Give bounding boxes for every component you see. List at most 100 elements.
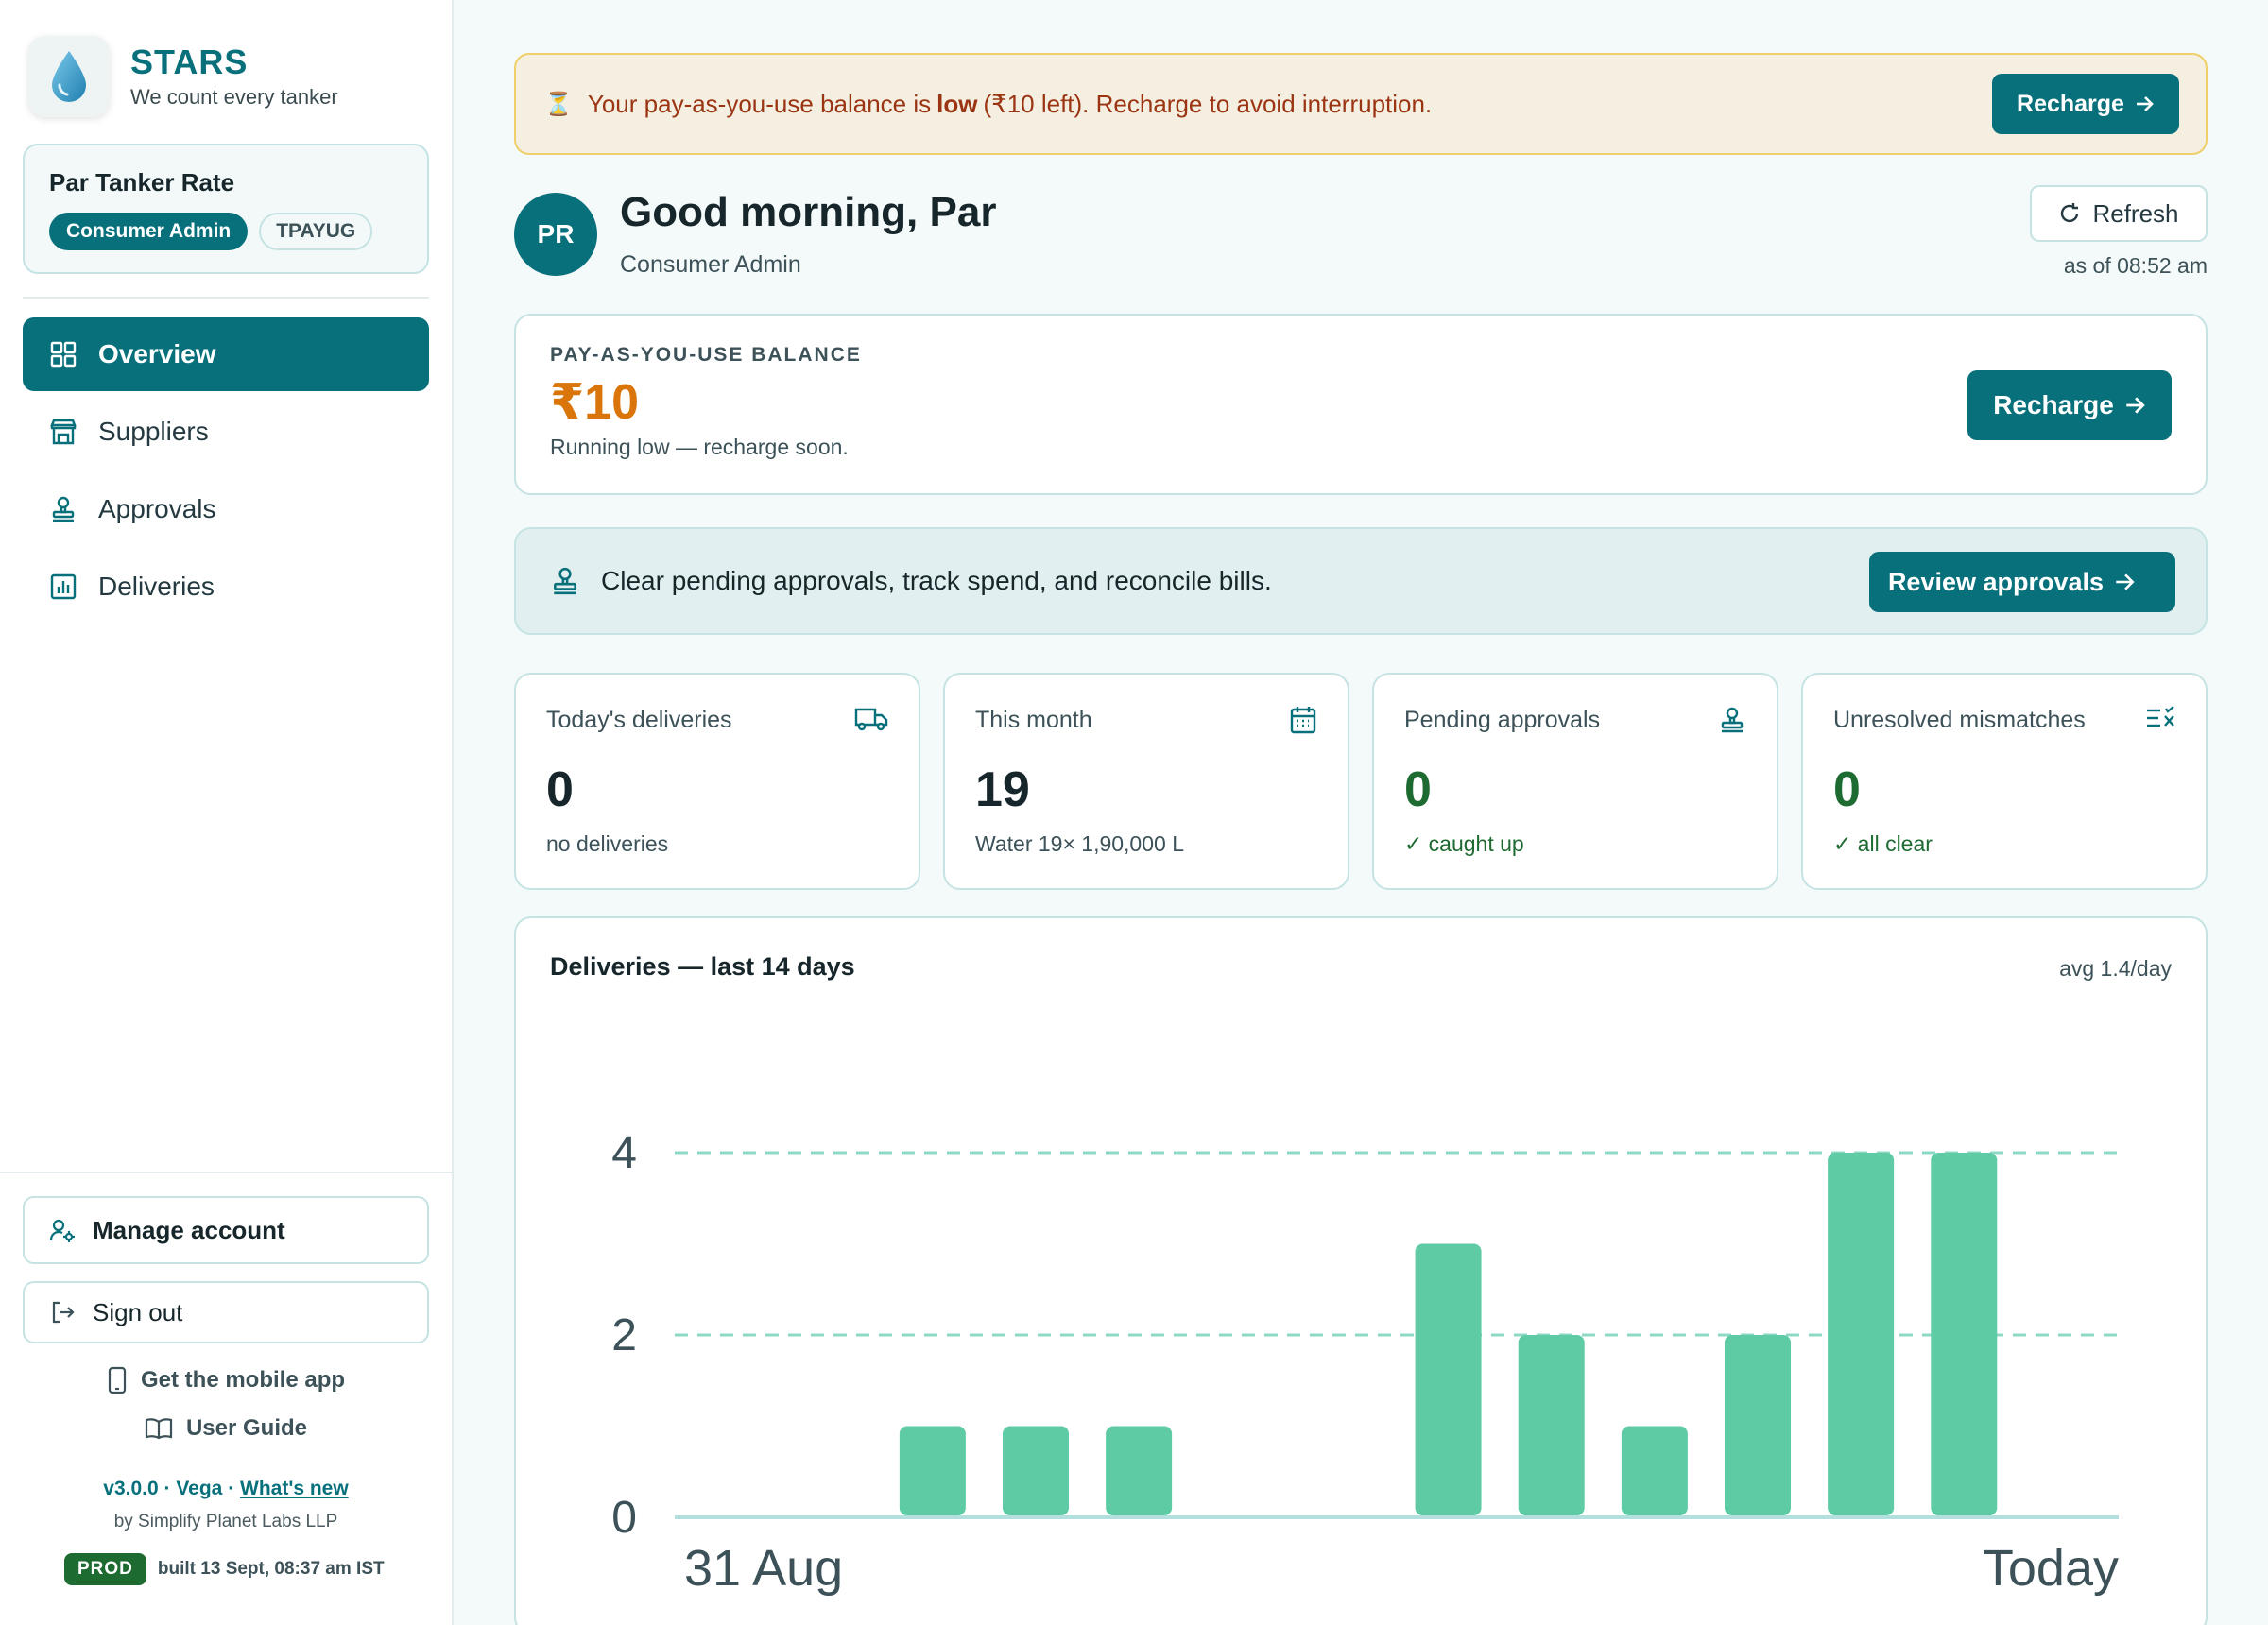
- brand[interactable]: STARS We count every tanker: [28, 36, 338, 117]
- chart-bar[interactable]: [1725, 1335, 1791, 1515]
- y-tick-label: 0: [611, 1493, 637, 1543]
- stat-note: ✓ caught up: [1404, 831, 1524, 856]
- water-drop-icon: [28, 36, 110, 117]
- balance-value: ₹10: [550, 375, 640, 430]
- truck-icon: [854, 708, 888, 731]
- mobile-app-link[interactable]: Get the mobile app: [0, 1366, 452, 1394]
- stat-title: Unresolved mismatches: [1833, 707, 2086, 733]
- greeting-title: Good morning, Par: [620, 189, 997, 235]
- y-tick-label: 2: [611, 1310, 637, 1360]
- stamp-icon: [52, 496, 75, 522]
- balance-recharge-button[interactable]: Recharge: [1967, 370, 2172, 440]
- byline: by Simplify Planet Labs LLP: [113, 1512, 338, 1531]
- review-approvals-button[interactable]: Review approvals: [1869, 552, 2175, 612]
- balance-note: Running low — recharge soon.: [550, 435, 849, 459]
- sidebar-item-label: Suppliers: [98, 417, 209, 446]
- book-icon: [145, 1418, 173, 1440]
- refresh-button[interactable]: Refresh: [2030, 185, 2208, 242]
- grid-icon: [50, 341, 77, 368]
- alert-text: Your pay-as-you-use balance is low (₹10 le…: [587, 89, 1433, 118]
- chart-bar[interactable]: [1415, 1243, 1482, 1516]
- stat-title: This month: [975, 707, 1092, 733]
- chart-bar[interactable]: [1931, 1153, 1998, 1515]
- version-text: v3.0.0 · Vega ·: [103, 1478, 241, 1499]
- chart-bar[interactable]: [1828, 1153, 1895, 1515]
- deliveries-chart: 0 2 4 31 Aug Today: [611, 1128, 2119, 1597]
- user-guide-link[interactable]: User Guide: [0, 1415, 452, 1442]
- sidebar-item-label: Overview: [98, 339, 216, 368]
- brand-name: STARS: [130, 43, 249, 81]
- stamp-icon: [1721, 707, 1744, 733]
- list-x-icon: [2147, 706, 2174, 727]
- stat-value: 19: [975, 762, 1030, 817]
- stat-value: 0: [1833, 762, 1861, 817]
- bar-chart-icon: [50, 573, 77, 600]
- sidebar-item-suppliers[interactable]: Suppliers: [23, 395, 429, 469]
- approvals-cta-banner: Clear pending approvals, track spend, an…: [514, 527, 2208, 635]
- stat-card-this-month[interactable]: This month 19 Water 19× 1,90,000 L: [943, 673, 1349, 890]
- build-text: built 13 Sept, 08:37 am IST: [157, 1559, 385, 1579]
- chart-bar[interactable]: [1003, 1426, 1069, 1516]
- x-tick-label: Today: [1983, 1540, 2119, 1597]
- store-icon: [50, 419, 77, 445]
- stat-value: 0: [1404, 762, 1432, 817]
- stat-card-pending-approvals[interactable]: Pending approvals 0 ✓ caught up: [1372, 673, 1778, 890]
- chart-bar[interactable]: [1621, 1426, 1688, 1516]
- chart-bar[interactable]: [899, 1426, 966, 1516]
- chart-average: avg 1.4/day: [2059, 956, 2172, 981]
- chart-title: Deliveries — last 14 days: [550, 952, 855, 981]
- sidebar-item-deliveries[interactable]: Deliveries: [23, 550, 429, 624]
- cta-text: Clear pending approvals, track spend, an…: [601, 566, 1272, 595]
- divider: [23, 297, 429, 299]
- sidebar-item-label: Approvals: [98, 494, 216, 523]
- stat-title: Today's deliveries: [546, 707, 732, 733]
- version-info: v3.0.0 · Vega · What's new: [0, 1478, 452, 1500]
- sidebar-item-overview[interactable]: Overview: [23, 317, 429, 391]
- balance-card: PAY-AS-YOU-USE BALANCE ₹10 Running low —…: [514, 314, 2208, 495]
- calendar-icon: [1290, 707, 1316, 734]
- sidebar-item-label: Deliveries: [98, 572, 215, 601]
- refresh-icon: [2061, 203, 2079, 223]
- user-guide-label: User Guide: [185, 1415, 308, 1441]
- x-tick-label: 31 Aug: [684, 1540, 843, 1597]
- org-name: Par Tanker Rate: [49, 168, 235, 197]
- hourglass-icon: ⏳: [544, 91, 573, 117]
- divider: [0, 1172, 452, 1173]
- sign-out-label: Sign out: [93, 1297, 183, 1326]
- balance-label: PAY-AS-YOU-USE BALANCE: [550, 344, 862, 366]
- sidebar: STARS We count every tanker Par Tanker R…: [0, 0, 454, 1625]
- user-settings-icon: [49, 1219, 75, 1242]
- avatar[interactable]: PR: [514, 193, 597, 276]
- alert-recharge-button[interactable]: Recharge: [1992, 74, 2179, 134]
- stat-note: ✓ all clear: [1833, 831, 1933, 856]
- org-card: Par Tanker Rate Consumer Admin TPAYUG: [23, 144, 429, 274]
- sign-out-icon: [52, 1301, 75, 1324]
- low-balance-alert: ⏳ Your pay-as-you-use balance is low (₹10 …: [514, 53, 2208, 155]
- user-role: Consumer Admin: [620, 251, 801, 278]
- role-badge: Consumer Admin: [49, 213, 249, 250]
- manage-account-button[interactable]: Manage account: [23, 1196, 429, 1264]
- sidebar-item-approvals[interactable]: Approvals: [23, 472, 429, 546]
- y-tick-label: 4: [611, 1128, 637, 1178]
- org-code-badge: TPAYUG: [259, 213, 373, 250]
- phone-icon: [108, 1366, 127, 1394]
- whats-new-link[interactable]: What's new: [240, 1478, 349, 1499]
- stat-value: 0: [546, 762, 574, 817]
- env-badge: PROD: [64, 1553, 146, 1585]
- arrow-right-icon: [2136, 96, 2154, 111]
- manage-account-label: Manage account: [93, 1215, 285, 1244]
- chart-bar[interactable]: [1106, 1426, 1173, 1516]
- last-updated: as of 08:52 am: [2063, 253, 2208, 278]
- stat-note: Water 19× 1,90,000 L: [975, 831, 1184, 856]
- stat-card-unresolved-mismatches[interactable]: Unresolved mismatches 0 ✓ all clear: [1801, 673, 2208, 890]
- brand-tagline: We count every tanker: [130, 85, 338, 109]
- deliveries-chart-card: Deliveries — last 14 days avg 1.4/day 0 2…: [514, 916, 2208, 1625]
- sign-out-button[interactable]: Sign out: [23, 1281, 429, 1343]
- chart-bar[interactable]: [1518, 1335, 1585, 1515]
- arrow-right-icon: [2116, 573, 2135, 590]
- build-info: PROD built 13 Sept, 08:37 am IST: [64, 1553, 385, 1585]
- sidebar-nav: Overview Suppliers Approvals Deliveries: [23, 317, 429, 627]
- arrow-right-icon: [2126, 397, 2145, 414]
- stat-card-today-deliveries[interactable]: Today's deliveries 0 no deliveries: [514, 673, 920, 890]
- stamp-icon: [554, 567, 576, 595]
